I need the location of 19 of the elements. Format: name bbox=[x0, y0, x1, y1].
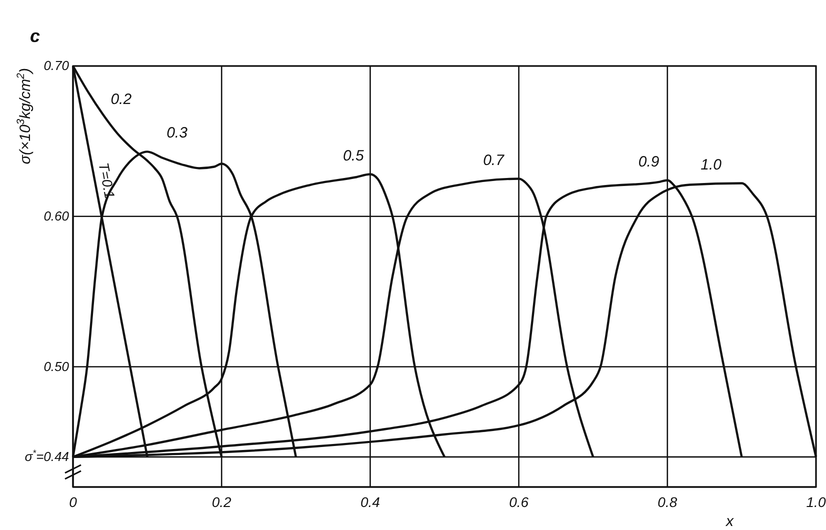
y-tick-label: 0.70 bbox=[44, 58, 70, 74]
series-label: 0.7 bbox=[483, 152, 505, 169]
y-tick-label: 0.50 bbox=[44, 358, 70, 374]
x-tick-label: 0 bbox=[69, 494, 78, 510]
x-tick-label: 1.0 bbox=[806, 494, 826, 510]
series-label: 0.9 bbox=[638, 153, 660, 170]
y-tick-label: 0.60 bbox=[44, 208, 70, 224]
x-tick-label: 0.2 bbox=[212, 494, 232, 510]
y-tick-label: σ$^{*}$=0.44 bbox=[24, 448, 69, 464]
series-label: 0.3 bbox=[166, 124, 188, 142]
x-tick-label: 0.4 bbox=[360, 494, 380, 510]
series-label: 0.2 bbox=[110, 91, 132, 108]
x-tick-label: 0.6 bbox=[509, 494, 529, 510]
series-label: 0.5 bbox=[343, 147, 365, 164]
x-tick-label: 0.8 bbox=[658, 494, 678, 510]
chart-title: c bbox=[30, 26, 40, 46]
text: T=0.1 bbox=[96, 161, 118, 200]
x-axis-title: x bbox=[725, 513, 734, 530]
series-label: 1.0 bbox=[700, 156, 722, 174]
